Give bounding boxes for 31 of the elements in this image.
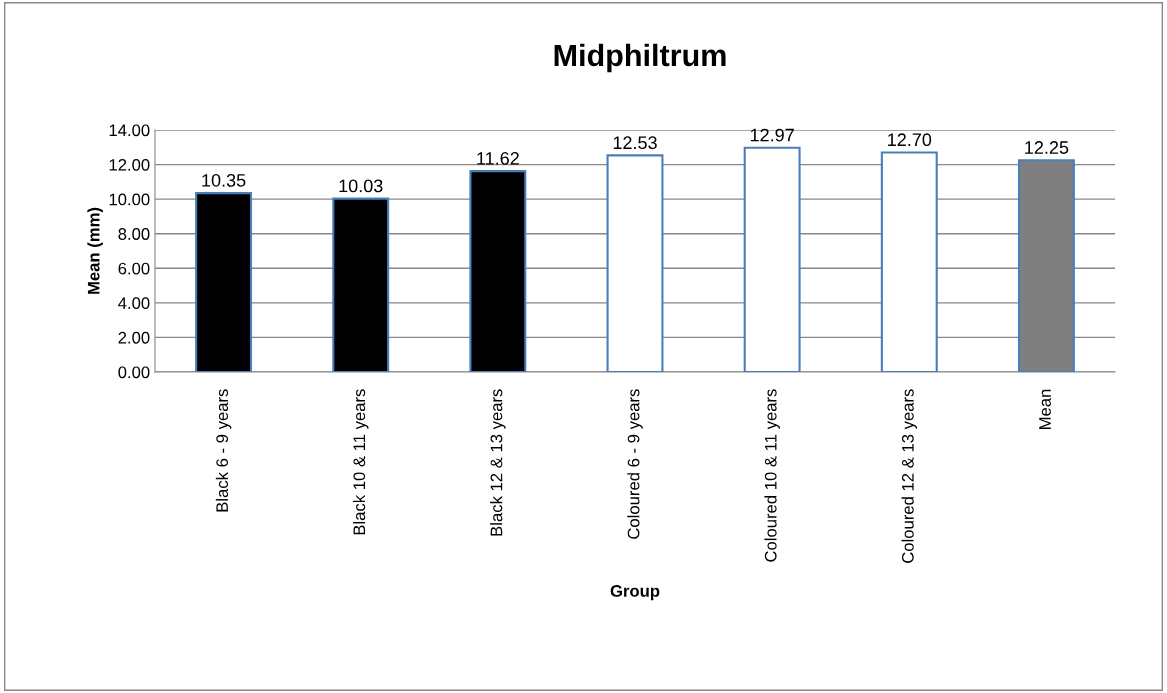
y-tick-label: 12.00 [109,158,150,171]
bar [606,154,664,372]
y-tick-label: 8.00 [118,228,150,240]
data-label: 10.35 [202,173,246,187]
bar [469,170,527,372]
data-label: 12.53 [613,136,657,150]
data-label: 12.70 [888,133,932,147]
x-tick-label: Coloured 10 & 11 years [764,389,780,562]
bar [880,151,938,372]
y-tick-label: 0.00 [118,366,150,379]
bar [743,146,801,372]
y-axis-title: Mean (mm) [87,207,103,294]
x-tick-label: Mean [1039,389,1051,429]
data-label: 12.25 [1025,141,1069,154]
bar [332,197,390,372]
data-label: 10.03 [339,179,383,193]
x-tick-label: Coloured 12 & 13 years [901,389,918,563]
x-axis-title: Group [610,585,660,601]
data-label: 11.62 [477,152,519,165]
chart-title: Midphiltrum [554,43,726,73]
x-tick-label: Black 10 & 11 years [352,389,369,535]
data-label: 12.97 [750,128,794,142]
y-tick-label: 2.00 [118,331,150,344]
y-tick-label: 10.00 [109,193,150,206]
x-tick-label: Coloured 6 - 9 years [627,389,643,539]
x-tick-label: Black 12 & 13 years [490,389,506,536]
y-tick-label: 14.00 [109,124,150,137]
x-tick-label: Black 6 - 9 years [215,389,232,512]
bar [195,192,253,372]
y-tick-label: 6.00 [118,262,150,275]
y-tick-label: 4.00 [118,297,150,310]
